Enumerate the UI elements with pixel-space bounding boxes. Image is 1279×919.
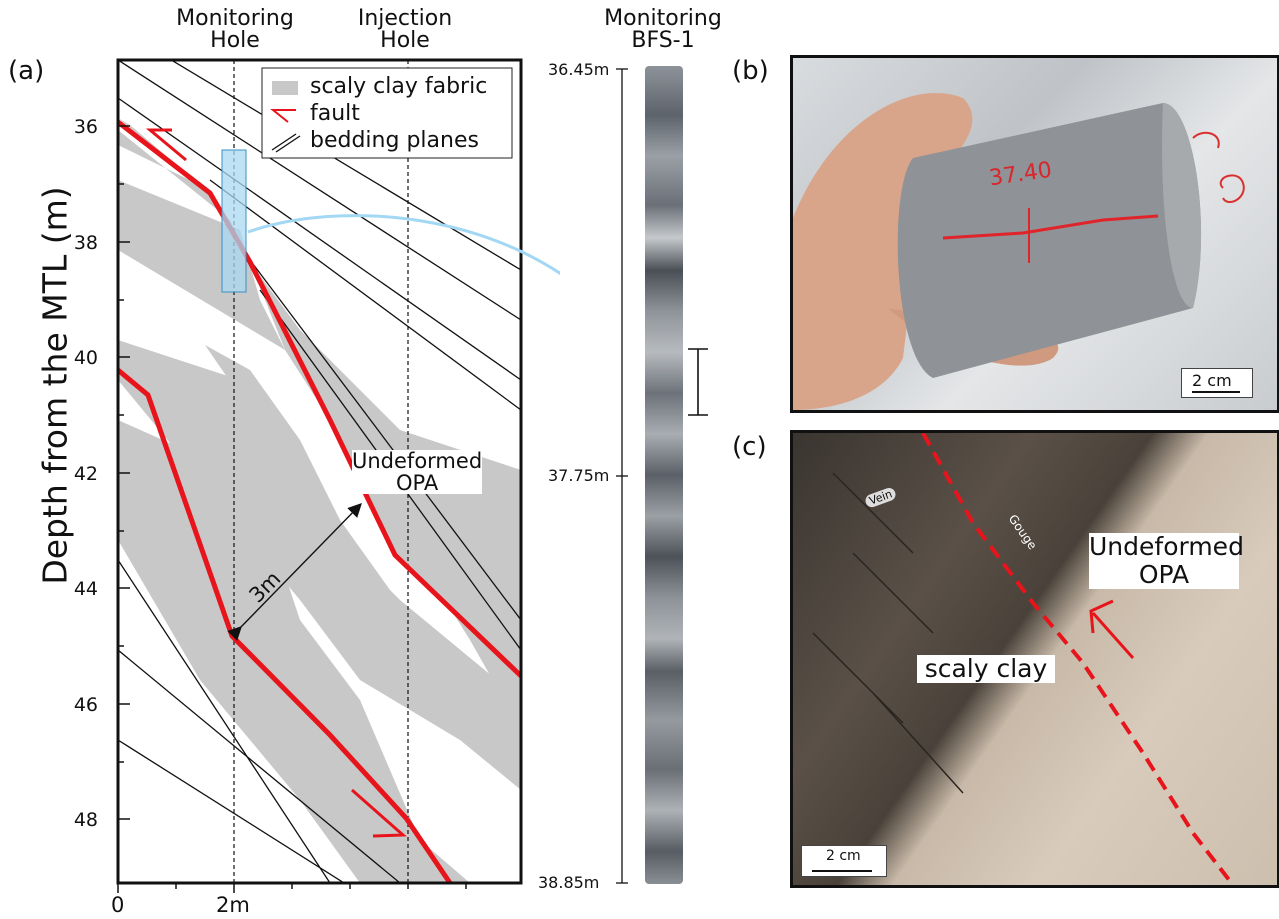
- bedding-plane: [118, 739, 346, 883]
- legend-scaly-label: scaly clay fabric: [310, 74, 488, 99]
- scaly-clay-band: [118, 420, 470, 883]
- monitoring-hole-heading: Monitoring Hole: [176, 6, 294, 53]
- core-depth-top: 36.45m: [548, 60, 610, 79]
- bedding-plane: [118, 60, 521, 321]
- core-depth-scale: [616, 68, 708, 884]
- scaly-clay-band: [400, 470, 521, 730]
- upper-fault: [116, 120, 523, 678]
- lower-fault: [116, 368, 453, 885]
- scale-bar-c: 2 cm: [801, 845, 887, 877]
- core-depth-mid: 37.75m: [548, 466, 610, 485]
- legend-scaly-swatch: [272, 81, 298, 95]
- legend-fault-swatch: [270, 109, 296, 123]
- undeformed-opa-label-a: Undeformed OPA: [352, 449, 483, 495]
- panel-a-cross-section: [116, 58, 560, 893]
- y-tick-label: 46: [73, 694, 98, 716]
- bedding-plane: [118, 559, 331, 883]
- bedding-plane: [249, 259, 521, 621]
- x-tick-label: 2m: [216, 893, 250, 917]
- scaly-clay-band: [118, 180, 285, 350]
- y-tick-label: 42: [73, 463, 98, 485]
- y-tick-label: 36: [73, 116, 98, 138]
- x-tick-label: 0: [111, 893, 125, 917]
- core-title: Monitoring BFS-1: [604, 6, 722, 53]
- legend-bedding-label: bedding planes: [310, 128, 479, 153]
- scale-bar-b-label: 2 cm: [1192, 371, 1232, 390]
- bedding-plane: [118, 97, 521, 381]
- y-tick-label: 40: [73, 347, 98, 369]
- y-tick-label: 44: [73, 578, 98, 600]
- legend-fault-label: fault: [310, 101, 360, 126]
- bedding-plane: [209, 179, 521, 411]
- y-tick-label: 48: [73, 809, 98, 831]
- core-depth-bottom: 38.85m: [538, 873, 600, 892]
- panel-b-label: (b): [732, 56, 769, 86]
- sample-to-core-arrow: [247, 214, 560, 276]
- plot-frame: [116, 58, 523, 885]
- scaly-clay-label: scaly clay: [917, 655, 1055, 683]
- panel-a-label: (a): [8, 56, 45, 86]
- sample-location: [221, 149, 247, 293]
- panel-c-label: (c): [732, 432, 767, 462]
- undeformed-opa-label-c: Undeformed OPA: [1089, 532, 1244, 589]
- y-tick-label: 38: [73, 232, 98, 254]
- fault-arrow-lower: [351, 788, 407, 838]
- scale-bar-b: 2 cm: [1181, 368, 1253, 398]
- outcrop-photo: Vein Gouge Undeformed OPA scaly clay 2 c…: [790, 430, 1279, 888]
- fault-arrow-upper: [145, 128, 187, 162]
- core-sample-image: [645, 66, 683, 884]
- scale-bar-c-label: 2 cm: [826, 848, 861, 864]
- core-photo: 37.40 2 cm: [790, 55, 1279, 413]
- bedding-plane: [118, 649, 401, 883]
- injection-hole-heading: Injection Hole: [357, 6, 453, 53]
- distance-arrow: [227, 502, 362, 641]
